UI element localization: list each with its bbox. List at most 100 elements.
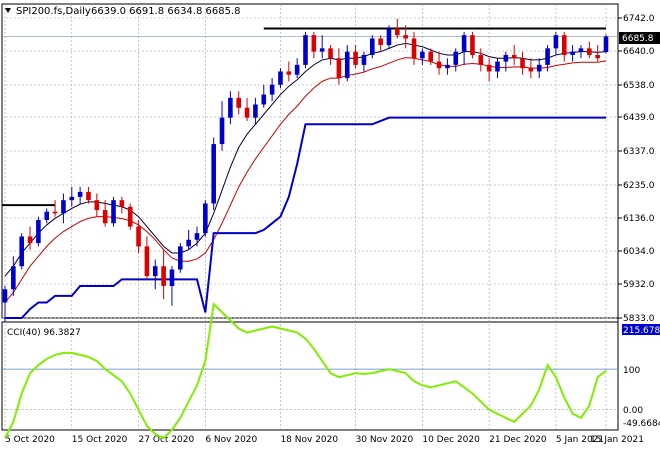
candle-body <box>261 94 267 105</box>
current-price-label: 6685.8 <box>622 34 654 44</box>
cci-frame <box>1 321 619 431</box>
candle-body <box>595 54 600 59</box>
candle-body <box>136 226 141 247</box>
cci-label: CCI(40) 96.3827 <box>7 328 81 338</box>
candle-body <box>395 28 400 36</box>
candle-body <box>169 269 175 286</box>
candle-body <box>453 51 459 65</box>
candle-body <box>127 206 133 227</box>
candle-body <box>119 200 125 207</box>
candle-body <box>161 266 166 286</box>
candle-body <box>2 289 8 303</box>
candle-body <box>186 239 191 247</box>
candle-body <box>536 64 542 72</box>
cci-level-100: 100 <box>623 366 640 376</box>
x-tick-label: 10 Dec 2020 <box>422 435 480 445</box>
candle-body <box>203 203 208 234</box>
candle-body <box>420 51 425 59</box>
candle-body <box>228 97 233 118</box>
x-tick-label: 15 Oct 2020 <box>72 435 128 445</box>
y-tick-label: 5833.0 <box>623 314 655 324</box>
candle-body <box>294 64 300 75</box>
cci-axis-top-badge <box>622 324 660 335</box>
candle-body <box>111 200 116 224</box>
candle-body <box>27 236 33 244</box>
candle-body <box>478 54 484 65</box>
candle-body <box>578 48 584 52</box>
candle-body <box>545 48 550 65</box>
candle-body <box>144 246 150 277</box>
cci-line <box>4 302 607 440</box>
candle-body <box>553 35 559 49</box>
candle-body <box>461 35 467 52</box>
y-tick-label: 6439.0 <box>623 113 655 123</box>
candle-body <box>69 196 75 201</box>
y-tick-label: 6538.0 <box>623 81 655 91</box>
candle-body <box>386 28 392 46</box>
candle-body <box>411 38 417 59</box>
ma-fast-line <box>4 42 607 277</box>
candle-body <box>77 191 83 197</box>
candle-body <box>94 200 100 211</box>
x-tick-label: 6 Nov 2020 <box>205 435 257 445</box>
candle-body <box>436 61 442 69</box>
candle-body <box>344 51 350 79</box>
candle-body <box>403 35 408 39</box>
cci-axis-top: 215.6786 <box>623 326 660 336</box>
ohlc-values: 6639.0 6691.8 6634.8 6685.8 <box>91 6 241 17</box>
x-tick-label: 5 Oct 2020 <box>5 435 55 445</box>
x-tick-label: 18 Nov 2020 <box>280 435 338 445</box>
candle-body <box>587 48 592 55</box>
candle-body <box>244 107 250 118</box>
candle-body <box>495 61 500 72</box>
candle-body <box>278 71 283 85</box>
candle-body <box>570 51 575 55</box>
candle-body <box>319 48 325 52</box>
x-tick-label: 30 Nov 2020 <box>356 435 414 445</box>
candle-body <box>353 51 358 65</box>
candle-body <box>52 211 58 214</box>
x-tick-label: 5 Jan 2021 <box>556 435 604 445</box>
candle-body <box>528 68 534 72</box>
candle-body <box>286 71 292 75</box>
candle-body <box>361 54 367 65</box>
candle-body <box>11 266 16 290</box>
y-tick-label: 6235.0 <box>623 181 655 191</box>
candle-body <box>152 266 158 277</box>
current-price-badge <box>619 32 660 44</box>
candle-body <box>311 35 317 52</box>
cci-series <box>4 302 607 440</box>
candle-body <box>303 35 308 65</box>
candle-body <box>211 144 216 204</box>
ma-slow-line <box>4 57 607 303</box>
triangle-down-icon[interactable] <box>5 8 11 13</box>
candle-body <box>328 48 333 59</box>
candle-body <box>61 200 66 214</box>
candle-body <box>603 36 609 52</box>
candle-body <box>378 38 383 46</box>
candle-body <box>470 35 475 55</box>
stop-line <box>5 116 606 319</box>
candle-body <box>511 54 517 59</box>
candle-body <box>36 219 41 244</box>
symbol-label: SPI200.fs,Daily <box>16 6 91 17</box>
cci-axis-bottom: -49.6684 <box>623 419 660 429</box>
candle-body <box>520 58 525 69</box>
candle-body <box>336 58 342 79</box>
candle-body <box>561 35 567 55</box>
candle-body <box>445 64 450 69</box>
candle-body <box>44 211 50 220</box>
candle-body <box>253 104 258 118</box>
candle-body <box>86 191 91 201</box>
y-tick-label: 6136.0 <box>623 214 655 224</box>
cci-level-zero: 0.00 <box>623 406 643 416</box>
candle-body <box>236 97 242 108</box>
candle-body <box>19 236 24 267</box>
candle-body <box>102 210 108 224</box>
candle-body <box>428 51 434 62</box>
x-tick-label: 15 Jan 2021 <box>590 435 644 445</box>
candle-body <box>486 64 492 72</box>
candle-body <box>219 117 225 145</box>
x-tick-label: 27 Oct 2020 <box>139 435 195 445</box>
